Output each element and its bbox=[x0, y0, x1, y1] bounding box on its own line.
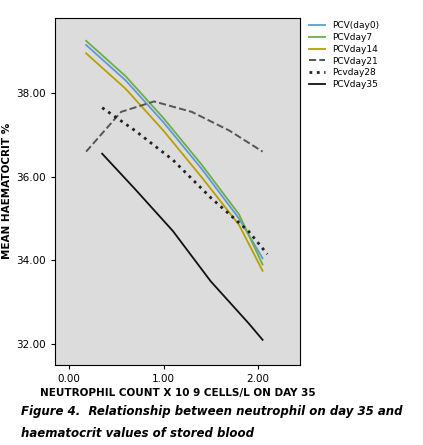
PCVday35 bbox=[100, 151, 105, 156]
Y-axis label: MEAN HAEMATOCRIT %: MEAN HAEMATOCRIT % bbox=[2, 123, 12, 259]
PCV(day0) bbox=[123, 78, 128, 83]
Line: PCVday35: PCVday35 bbox=[102, 154, 263, 340]
PCVday35 bbox=[246, 320, 251, 326]
PCV(day0) bbox=[260, 255, 265, 261]
Line: PCVday7: PCVday7 bbox=[86, 41, 263, 264]
Pcvday28 bbox=[170, 158, 176, 163]
PCVday7 bbox=[123, 74, 128, 79]
Line: PCV(day0): PCV(day0) bbox=[86, 45, 263, 258]
PCVday7 bbox=[260, 262, 265, 267]
PCVday35 bbox=[260, 337, 265, 343]
Pcvday28 bbox=[246, 228, 251, 234]
PCVday14 bbox=[199, 174, 204, 179]
PCVday7 bbox=[161, 116, 166, 121]
Legend: PCV(day0), PCVday7, PCVday14, PCVday21, Pcvday28, PCVday35: PCV(day0), PCVday7, PCVday14, PCVday21, … bbox=[305, 18, 383, 93]
PCVday14 bbox=[84, 51, 89, 56]
PCV(day0) bbox=[161, 120, 166, 125]
Pcvday28 bbox=[208, 195, 213, 200]
PCVday21 bbox=[118, 109, 124, 114]
PCVday14 bbox=[260, 268, 265, 274]
PCVday21 bbox=[227, 128, 232, 134]
PCVday7 bbox=[199, 162, 204, 167]
Pcvday28 bbox=[100, 105, 105, 110]
Pcvday28 bbox=[133, 128, 138, 134]
PCVday35 bbox=[208, 279, 213, 284]
PCVday14 bbox=[161, 128, 166, 134]
PCVday7 bbox=[84, 38, 89, 44]
PCVday21 bbox=[84, 149, 89, 154]
PCVday14 bbox=[236, 222, 242, 227]
PCVday21 bbox=[260, 149, 265, 154]
X-axis label: NEUTROPHIL COUNT X 10 9 CELLS/L ON DAY 35: NEUTROPHIL COUNT X 10 9 CELLS/L ON DAY 3… bbox=[40, 388, 316, 398]
Line: PCVday14: PCVday14 bbox=[86, 53, 263, 271]
Line: Pcvday28: Pcvday28 bbox=[102, 108, 267, 254]
PCV(day0) bbox=[236, 216, 242, 221]
Line: PCVday21: PCVday21 bbox=[86, 101, 263, 152]
PCV(day0) bbox=[84, 42, 89, 48]
Pcvday28 bbox=[265, 251, 270, 257]
PCVday14 bbox=[123, 86, 128, 92]
Text: haematocrit values of stored blood: haematocrit values of stored blood bbox=[21, 427, 254, 440]
PCVday21 bbox=[151, 99, 157, 104]
PCVday7 bbox=[236, 212, 242, 217]
PCVday21 bbox=[189, 109, 194, 114]
Text: Figure 4.  Relationship between neutrophil on day 35 and: Figure 4. Relationship between neutrophi… bbox=[21, 405, 403, 418]
PCVday35 bbox=[170, 228, 176, 234]
PCVday35 bbox=[133, 186, 138, 192]
PCV(day0) bbox=[199, 166, 204, 171]
